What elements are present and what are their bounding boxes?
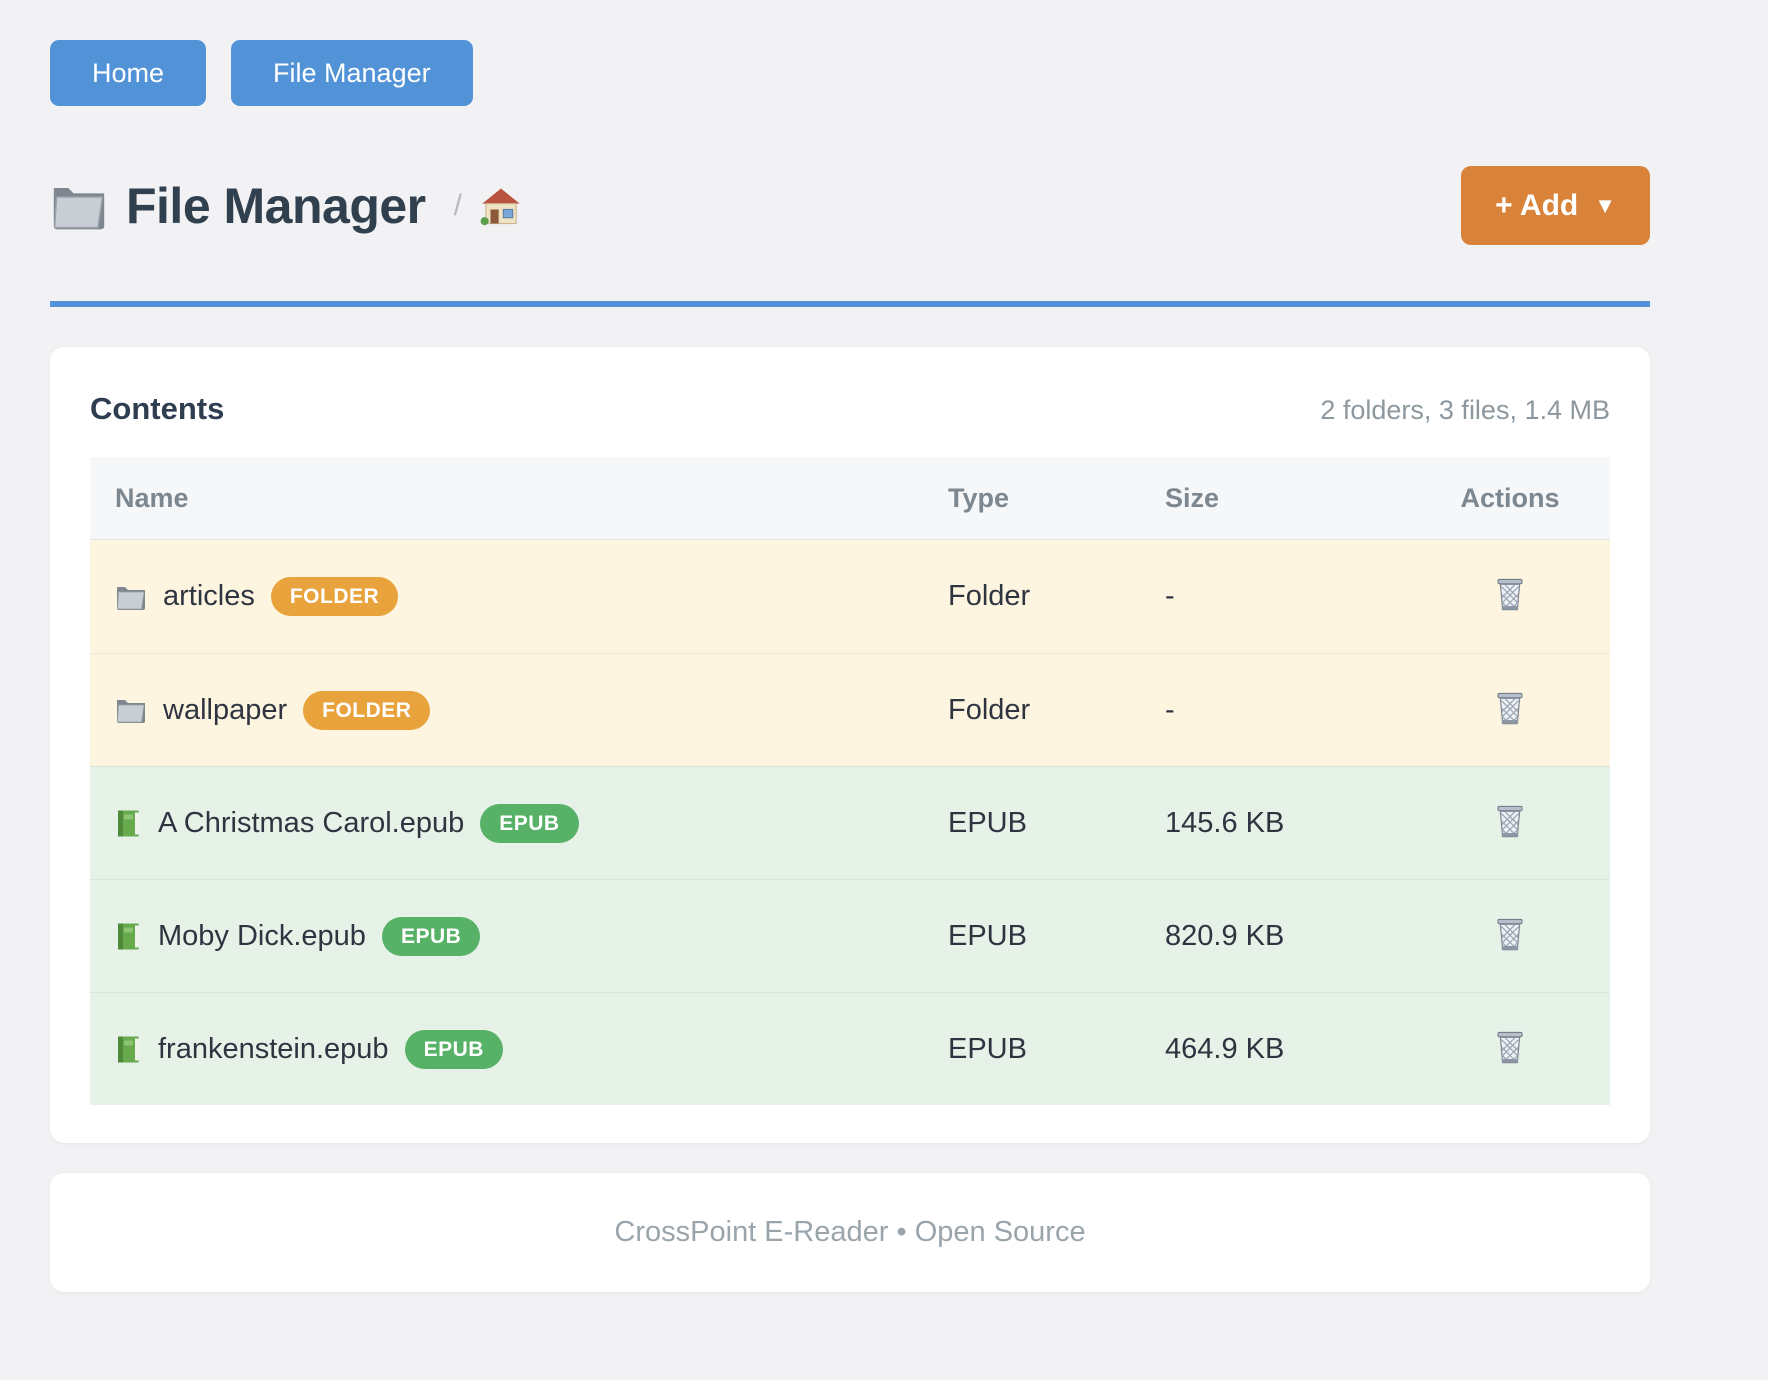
house-icon[interactable] xyxy=(480,186,522,226)
delete-button[interactable] xyxy=(1489,1026,1531,1069)
book-icon xyxy=(115,1034,142,1065)
folder-badge: FOLDER xyxy=(271,577,398,616)
epub-badge: EPUB xyxy=(405,1030,503,1069)
file-type: Folder xyxy=(948,580,1165,613)
folder-icon xyxy=(50,179,108,233)
footer-text: CrossPoint E-Reader • Open Source xyxy=(614,1216,1085,1249)
table-row-frankenstein[interactable]: frankenstein.epub EPUB EPUB 464.9 KB xyxy=(90,992,1610,1105)
file-name[interactable]: articles xyxy=(163,580,255,613)
add-button-label: + Add xyxy=(1495,189,1578,223)
header-divider xyxy=(50,301,1650,307)
file-name[interactable]: A Christmas Carol.epub xyxy=(158,807,464,840)
page-header: File Manager / + Add ▼ xyxy=(50,166,1650,245)
file-type: EPUB xyxy=(948,1033,1165,1066)
footer-card: CrossPoint E-Reader • Open Source xyxy=(50,1173,1650,1292)
column-header-actions: Actions xyxy=(1410,483,1610,514)
file-name[interactable]: frankenstein.epub xyxy=(158,1033,389,1066)
table-header-row: Name Type Size Actions xyxy=(90,457,1610,540)
folder-icon xyxy=(115,582,147,612)
table-row-wallpaper[interactable]: wallpaper FOLDER Folder - xyxy=(90,653,1610,766)
delete-button[interactable] xyxy=(1489,913,1531,956)
folder-icon xyxy=(115,695,147,725)
delete-button[interactable] xyxy=(1489,573,1531,616)
table-row-christmas-carol[interactable]: A Christmas Carol.epub EPUB EPUB 145.6 K… xyxy=(90,766,1610,879)
breadcrumb-separator: / xyxy=(454,189,462,223)
trash-icon xyxy=(1493,804,1527,839)
delete-button[interactable] xyxy=(1489,800,1531,843)
trash-icon xyxy=(1493,577,1527,612)
epub-badge: EPUB xyxy=(480,804,578,843)
trash-icon xyxy=(1493,691,1527,726)
book-icon xyxy=(115,808,142,839)
column-header-name: Name xyxy=(90,483,948,514)
epub-badge: EPUB xyxy=(382,917,480,956)
file-table: Name Type Size Actions articles FOLDER F… xyxy=(90,457,1610,1105)
column-header-type: Type xyxy=(948,483,1165,514)
table-row-articles[interactable]: articles FOLDER Folder - xyxy=(90,540,1610,653)
contents-summary: 2 folders, 3 files, 1.4 MB xyxy=(1320,395,1610,426)
delete-button[interactable] xyxy=(1489,687,1531,730)
file-name[interactable]: Moby Dick.epub xyxy=(158,920,366,953)
contents-heading: Contents xyxy=(90,391,224,427)
trash-icon xyxy=(1493,917,1527,952)
column-header-size: Size xyxy=(1165,483,1410,514)
file-size: 145.6 KB xyxy=(1165,807,1410,840)
chevron-down-icon: ▼ xyxy=(1594,193,1616,219)
trash-icon xyxy=(1493,1030,1527,1065)
nav-file-manager-button[interactable]: File Manager xyxy=(231,40,473,106)
folder-badge: FOLDER xyxy=(303,691,430,730)
top-nav: Home File Manager xyxy=(50,40,1650,106)
file-size: - xyxy=(1165,580,1410,613)
file-type: Folder xyxy=(948,694,1165,727)
file-size: 464.9 KB xyxy=(1165,1033,1410,1066)
file-name[interactable]: wallpaper xyxy=(163,694,287,727)
table-row-moby-dick[interactable]: Moby Dick.epub EPUB EPUB 820.9 KB xyxy=(90,879,1610,992)
file-size: 820.9 KB xyxy=(1165,920,1410,953)
file-type: EPUB xyxy=(948,920,1165,953)
file-manager-page: Home File Manager File Manager / + Add ▼… xyxy=(50,0,1650,1292)
nav-home-button[interactable]: Home xyxy=(50,40,206,106)
page-title: File Manager xyxy=(126,177,426,235)
file-size: - xyxy=(1165,694,1410,727)
file-type: EPUB xyxy=(948,807,1165,840)
add-button[interactable]: + Add ▼ xyxy=(1461,166,1650,245)
book-icon xyxy=(115,921,142,952)
contents-card: Contents 2 folders, 3 files, 1.4 MB Name… xyxy=(50,347,1650,1143)
